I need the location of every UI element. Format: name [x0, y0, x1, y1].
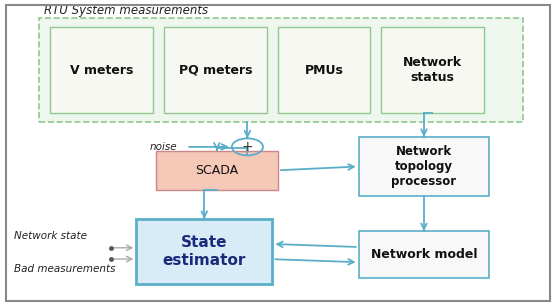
Text: Bad measurements: Bad measurements: [14, 264, 116, 274]
Text: SCADA: SCADA: [195, 164, 239, 177]
FancyBboxPatch shape: [50, 27, 153, 112]
Text: RTU System measurements: RTU System measurements: [44, 4, 208, 17]
FancyBboxPatch shape: [359, 137, 489, 196]
Text: PQ meters: PQ meters: [178, 64, 252, 77]
Text: PMUs: PMUs: [305, 64, 343, 77]
Text: V meters: V meters: [70, 64, 133, 77]
FancyBboxPatch shape: [39, 18, 523, 122]
FancyBboxPatch shape: [156, 150, 278, 190]
Text: Network state: Network state: [14, 231, 87, 241]
Text: Network
status: Network status: [403, 56, 462, 84]
Text: Network
topology
processor: Network topology processor: [391, 145, 456, 188]
FancyBboxPatch shape: [136, 219, 272, 284]
FancyBboxPatch shape: [359, 231, 489, 278]
Text: +: +: [242, 140, 253, 154]
Text: noise: noise: [150, 142, 178, 152]
FancyBboxPatch shape: [278, 27, 370, 112]
Text: Network model: Network model: [371, 248, 477, 261]
FancyBboxPatch shape: [164, 27, 267, 112]
Text: State
estimator: State estimator: [163, 235, 246, 268]
FancyBboxPatch shape: [381, 27, 484, 112]
